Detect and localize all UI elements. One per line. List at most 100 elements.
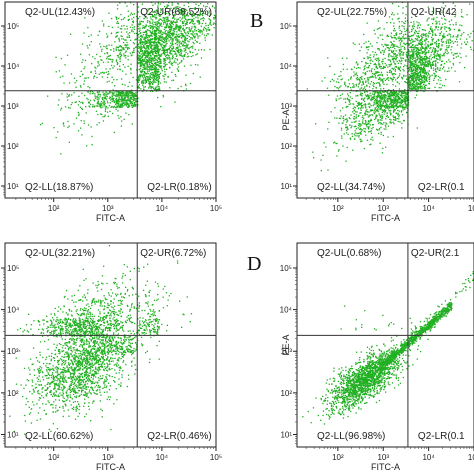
event-dot <box>377 119 379 121</box>
event-dot <box>152 80 154 82</box>
event-dot <box>135 95 138 97</box>
event-dot <box>150 76 152 79</box>
event-dot <box>121 70 124 72</box>
event-dot <box>231 21 232 22</box>
event-dot <box>107 107 109 109</box>
event-dot <box>404 64 406 66</box>
event-dot <box>186 20 188 23</box>
event-dot <box>403 52 405 54</box>
event-dot <box>117 95 119 97</box>
event-dot <box>135 99 137 102</box>
event-dot <box>164 68 166 70</box>
event-dot <box>149 66 151 68</box>
event-dot <box>430 44 432 46</box>
event-dot <box>166 6 168 9</box>
event-dot <box>454 52 456 55</box>
event-dot <box>87 91 89 93</box>
event-dot <box>432 64 434 66</box>
event-dot <box>431 64 433 66</box>
event-dot <box>413 50 415 52</box>
event-dot <box>208 10 210 12</box>
event-dot <box>137 58 139 60</box>
event-dot <box>424 62 427 64</box>
event-dot <box>157 81 159 83</box>
event-dot <box>128 93 130 96</box>
event-dot <box>87 27 89 29</box>
event-dot <box>40 124 42 126</box>
event-dot <box>97 99 99 101</box>
event-dot <box>179 28 181 30</box>
event-dot <box>147 20 149 22</box>
event-dot <box>127 19 130 21</box>
event-dot <box>379 85 381 87</box>
event-dot <box>165 39 167 41</box>
event-dot <box>425 73 427 75</box>
event-dot <box>166 40 168 42</box>
event-dot <box>184 40 186 42</box>
event-dot <box>113 100 116 102</box>
event-dot <box>375 82 377 84</box>
event-dot <box>419 75 421 77</box>
event-dot <box>392 72 394 75</box>
event-dot <box>53 127 55 129</box>
event-dot <box>377 95 379 98</box>
event-dot <box>148 70 150 72</box>
event-dot <box>102 98 104 100</box>
event-dot <box>369 103 371 105</box>
event-dot <box>100 102 102 105</box>
event-dot <box>143 59 145 61</box>
event-dot <box>138 78 140 81</box>
event-dot <box>177 51 180 53</box>
event-dot <box>441 60 444 62</box>
event-dot <box>400 46 402 48</box>
event-dot <box>100 46 102 48</box>
event-dot <box>137 6 140 8</box>
event-dot <box>173 29 175 31</box>
event-dot <box>145 24 147 26</box>
event-dot <box>127 65 129 67</box>
event-dot <box>129 97 131 100</box>
event-dot <box>376 67 379 70</box>
event-dot <box>121 102 123 104</box>
event-dot <box>175 75 177 77</box>
event-dot <box>150 68 152 70</box>
event-dot <box>368 70 371 72</box>
event-dot <box>402 57 404 59</box>
event-dot <box>158 58 161 60</box>
event-dot <box>408 73 411 76</box>
event-dot <box>378 105 380 108</box>
event-dot <box>144 50 146 52</box>
event-dot <box>84 17 86 19</box>
event-dot <box>108 97 111 100</box>
event-dot <box>187 34 189 37</box>
event-dot <box>398 94 400 96</box>
event-dot <box>176 42 178 44</box>
event-dot <box>367 122 369 124</box>
event-dot <box>381 80 384 82</box>
event-dot <box>412 27 415 30</box>
event-dot <box>436 54 438 56</box>
event-dot <box>397 112 399 114</box>
event-dot <box>97 100 99 103</box>
event-dot <box>373 54 375 56</box>
event-dot <box>133 104 135 106</box>
event-dot <box>100 106 102 108</box>
event-dot <box>443 53 445 55</box>
event-dot <box>434 29 436 31</box>
event-dot <box>139 64 142 66</box>
event-dot <box>417 52 420 55</box>
event-dot <box>411 48 413 51</box>
event-dot <box>380 99 383 101</box>
event-dot <box>154 44 157 46</box>
event-dot <box>417 42 420 44</box>
event-dot <box>338 149 340 151</box>
event-dot <box>176 35 178 37</box>
event-dot <box>405 37 407 39</box>
event-dot <box>409 83 411 86</box>
event-dot <box>408 82 410 84</box>
event-dot <box>152 82 154 85</box>
event-dot <box>101 104 103 106</box>
event-dot <box>116 35 118 37</box>
